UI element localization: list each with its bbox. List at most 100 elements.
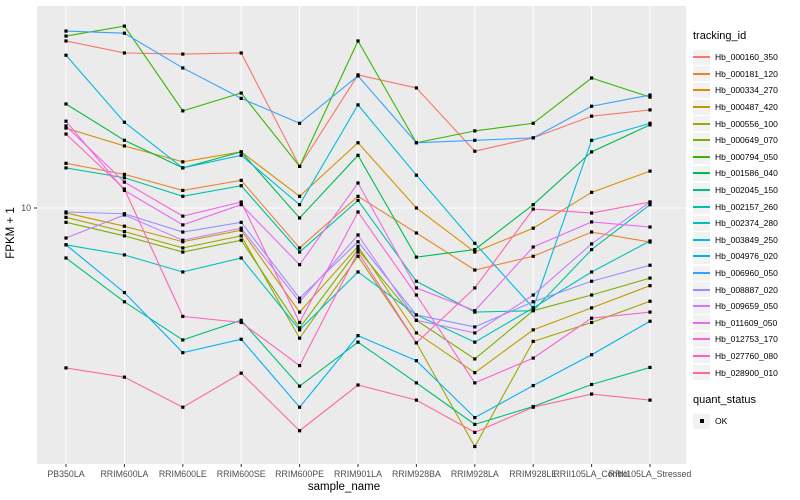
legend-entry-label: Hb_001586_040 (715, 168, 778, 179)
data-point-Hb_009659_050 (181, 238, 185, 242)
data-point-Hb_012753_170 (590, 316, 594, 320)
legend-entry-label: Hb_002045_150 (715, 185, 778, 196)
legend-entry-Hb_006960_050: Hb_006960_050 (693, 265, 778, 282)
data-point-Hb_000649_070 (473, 357, 477, 361)
data-point-Hb_000181_120 (414, 231, 418, 235)
x-tick-label: RRIM600SE (217, 469, 266, 479)
data-point-Hb_027760_080 (356, 250, 360, 254)
x-tick-label: RRIM928LE (509, 469, 557, 479)
data-point-Hb_000181_120 (356, 194, 360, 198)
data-point-Hb_002045_150 (122, 300, 126, 304)
data-point-Hb_004976_020 (414, 359, 418, 363)
x-tick-label: RRII105LA_Stressed (609, 469, 692, 479)
legend-key-swatch (693, 49, 710, 65)
data-point-Hb_002045_150 (590, 382, 594, 387)
data-point-Hb_006960_050 (648, 93, 652, 97)
data-point-Hb_008887_020 (181, 230, 185, 234)
data-point-Hb_000649_070 (181, 250, 185, 254)
data-point-Hb_000334_270 (473, 250, 477, 254)
data-point-Hb_028900_010 (473, 430, 477, 434)
legend-title-quant-status: quant_status (693, 393, 756, 406)
data-point-Hb_012753_170 (64, 124, 68, 128)
data-point-Hb_000794_050 (298, 164, 302, 168)
data-point-Hb_000160_350 (648, 108, 652, 112)
data-point-Hb_001586_040 (356, 153, 360, 157)
legend-key-swatch (693, 215, 710, 231)
data-point-Hb_003849_250 (64, 53, 68, 57)
data-point-Hb_028900_010 (122, 375, 126, 379)
data-point-Hb_000487_420 (590, 306, 594, 310)
legend-entry-label: Hb_000487_420 (715, 102, 778, 113)
legend-entry-label: Hb_004976_020 (715, 251, 778, 262)
legend-entry-Hb_002157_260: Hb_002157_260 (693, 198, 778, 215)
data-point-Hb_000160_350 (122, 51, 126, 55)
data-point-Hb_009659_050 (122, 213, 126, 217)
legend-key-swatch (693, 365, 710, 381)
data-point-Hb_000181_120 (64, 161, 68, 165)
legend-key-swatch (693, 66, 710, 82)
data-point-Hb_006960_050 (531, 136, 535, 140)
legend-tracking-entries: Hb_000160_350 Hb_000181_120 Hb_000334_270 H… (693, 49, 778, 381)
legend-entry-Hb_011609_050: Hb_011609_050 (693, 315, 778, 332)
x-tick-label: RRIM928BA (392, 469, 441, 479)
x-axis-title: sample_name (307, 481, 381, 493)
data-point-Hb_004976_020 (298, 405, 302, 409)
legend-entry-label: Hb_000160_350 (715, 52, 778, 63)
data-point-Hb_003849_250 (531, 306, 535, 310)
data-point-Hb_011609_050 (181, 223, 185, 227)
data-point-Hb_000181_120 (298, 246, 302, 250)
data-point-Hb_002374_280 (590, 270, 594, 274)
data-point-Hb_008887_020 (64, 210, 68, 214)
data-point-Hb_012753_170 (648, 310, 652, 314)
legend-line-icon (693, 288, 710, 291)
data-point-Hb_000160_350 (239, 51, 243, 55)
data-point-Hb_006960_050 (473, 138, 477, 142)
data-point-Hb_006960_050 (298, 121, 302, 125)
x-tick-label: RRIM928LA (451, 469, 499, 479)
data-point-Hb_000334_270 (590, 190, 594, 194)
data-point-Hb_028900_010 (414, 398, 418, 402)
data-point-Hb_002157_260 (298, 250, 302, 254)
legend-key-swatch (693, 232, 710, 248)
data-point-Hb_002045_150 (181, 338, 185, 342)
data-point-Hb_011609_050 (414, 286, 418, 290)
data-point-Hb_001586_040 (298, 216, 302, 220)
data-point-Hb_002157_260 (531, 309, 535, 313)
data-point-Hb_000649_070 (239, 238, 243, 242)
data-point-Hb_001586_040 (122, 138, 126, 142)
legend: tracking_id Hb_000160_350 Hb_000181_120 Hb… (693, 30, 778, 429)
legend-line-icon (693, 255, 710, 258)
data-point-Hb_008887_020 (531, 300, 535, 304)
legend-key-swatch (693, 265, 710, 281)
data-point-Hb_027760_080 (298, 363, 302, 368)
legend-title-tracking-id: tracking_id (693, 30, 747, 42)
data-point-Hb_027760_080 (239, 320, 243, 325)
data-point-Hb_000181_120 (531, 254, 535, 258)
legend-entry-label: Hb_027760_080 (715, 350, 778, 361)
data-point-Hb_008887_020 (239, 220, 243, 224)
data-point-Hb_009659_050 (298, 300, 302, 304)
legend-key-swatch (693, 331, 710, 347)
data-point-Hb_002374_280 (356, 270, 360, 274)
data-point-Hb_000649_070 (356, 247, 360, 252)
legend-entry-Hb_000556_100: Hb_000556_100 (693, 115, 778, 132)
data-point-Hb_002045_150 (239, 318, 243, 322)
legend-line-icon (693, 272, 710, 275)
data-point-Hb_000181_120 (590, 230, 594, 234)
data-point-Hb_012753_170 (239, 200, 243, 204)
legend-entry-label: Hb_000334_270 (715, 85, 778, 96)
data-point-Hb_000649_070 (64, 220, 68, 224)
legend-entry-Hb_012753_170: Hb_012753_170 (693, 331, 778, 348)
data-point-Hb_027760_080 (181, 314, 185, 319)
data-point-Hb_002374_280 (648, 239, 652, 243)
legend-key-swatch (693, 165, 710, 181)
legend-entry-label: Hb_011609_050 (715, 317, 778, 328)
data-point-Hb_000487_420 (239, 228, 243, 232)
data-point-Hb_028900_010 (356, 383, 360, 387)
data-point-Hb_028900_010 (531, 405, 535, 409)
data-point-Hb_027760_080 (64, 132, 68, 136)
legend-entry-label: Hb_002374_280 (715, 218, 778, 229)
legend-entry-quant-ok: OK (693, 413, 778, 430)
legend-line-icon (693, 305, 710, 308)
